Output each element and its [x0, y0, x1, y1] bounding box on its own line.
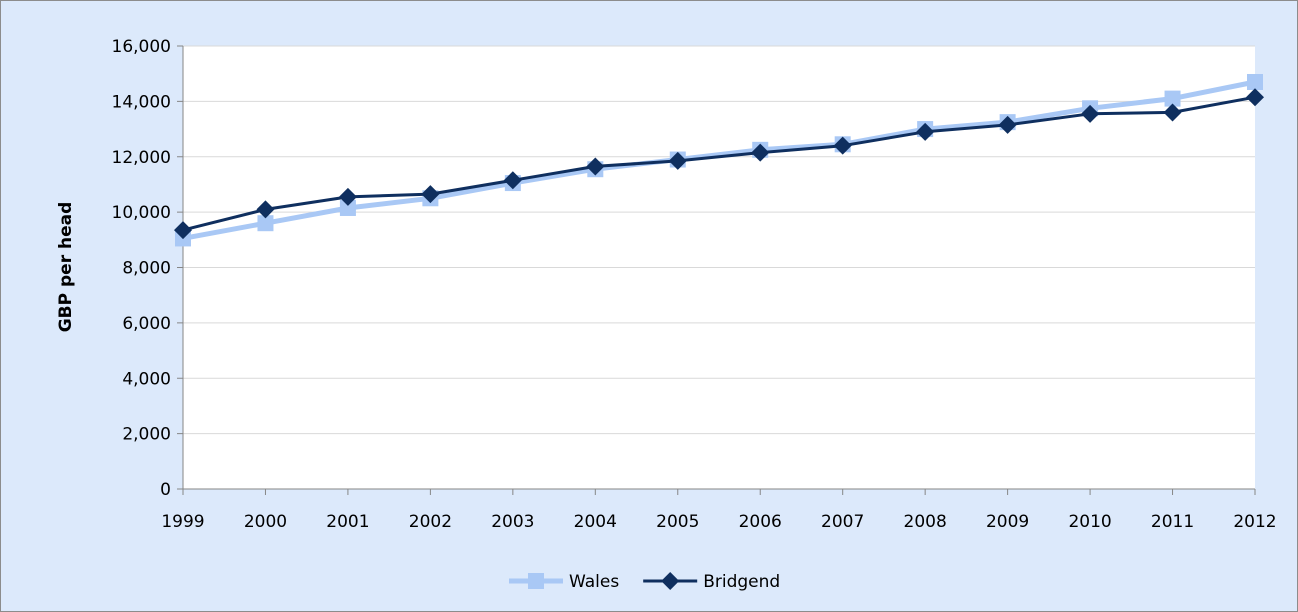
- data-point-bridgend: [1163, 103, 1182, 122]
- series-bridgend: [174, 88, 1264, 240]
- x-tick-label: 2006: [739, 512, 782, 532]
- legend-label-wales: Wales: [569, 572, 619, 592]
- data-point-bridgend: [503, 171, 522, 190]
- x-tick-label: 2008: [904, 512, 947, 532]
- y-tick-label: 8,000: [122, 259, 171, 279]
- legend-item-bridgend: Bridgend: [643, 572, 780, 592]
- y-tick-label: 2,000: [122, 425, 171, 445]
- data-point-bridgend: [833, 136, 852, 155]
- y-tick-label: 14,000: [112, 92, 171, 112]
- data-point-bridgend: [421, 185, 440, 204]
- data-point-wales: [257, 215, 274, 232]
- data-point-wales: [1164, 90, 1181, 107]
- data-point-bridgend: [668, 151, 687, 170]
- x-tick-label: 2000: [244, 512, 287, 532]
- x-tick-label: 2004: [574, 512, 617, 532]
- data-point-bridgend: [1081, 104, 1100, 123]
- axes: [177, 45, 1256, 495]
- legend-label-bridgend: Bridgend: [703, 572, 780, 592]
- y-axis-title: GBP per head: [56, 202, 76, 333]
- y-tick-label: 12,000: [112, 148, 171, 168]
- data-point-bridgend: [998, 115, 1017, 134]
- x-tick-label: 1999: [161, 512, 204, 532]
- data-point-wales: [339, 199, 356, 216]
- data-point-bridgend: [256, 200, 275, 219]
- y-tick-label: 0: [160, 480, 171, 500]
- y-tick-label: 4,000: [122, 369, 171, 389]
- x-tick-label: 2001: [326, 512, 369, 532]
- legend-item-wales: Wales: [509, 572, 619, 592]
- x-tick-label: 2005: [656, 512, 699, 532]
- series: [174, 73, 1264, 247]
- x-tick-label: 2010: [1068, 512, 1111, 532]
- x-tick-labels: 1999 2000 2001 2002 2003 2004 2005 2006 2007 2008…: [161, 512, 1276, 532]
- data-point-bridgend: [1246, 88, 1264, 107]
- series-line-bridgend: [182, 95, 1256, 232]
- series-line-wales: [182, 79, 1256, 241]
- data-point-bridgend: [338, 187, 357, 206]
- x-tick-label: 2012: [1233, 512, 1276, 532]
- legend: Wales Bridgend: [509, 572, 780, 592]
- legend-marker-square: [528, 573, 544, 589]
- data-point-bridgend: [916, 122, 935, 141]
- y-tick-label: 10,000: [112, 203, 171, 223]
- data-point-wales: [1247, 73, 1263, 90]
- x-tick-label: 2002: [409, 512, 452, 532]
- data-point-bridgend: [174, 221, 192, 240]
- data-point-bridgend: [586, 157, 605, 176]
- y-tick-labels: 0 2,000 4,000 6,000 8,000 10,000 12,000 14,000 1…: [112, 37, 171, 500]
- legend-marker-diamond: [661, 572, 680, 590]
- x-tick-label: 2007: [821, 512, 864, 532]
- data-point-bridgend: [751, 143, 770, 162]
- y-tick-label: 6,000: [122, 314, 171, 334]
- x-tick-label: 2009: [986, 512, 1029, 532]
- x-tick-label: 2011: [1151, 512, 1194, 532]
- y-tick-label: 16,000: [112, 37, 171, 57]
- x-tick-label: 2003: [491, 512, 534, 532]
